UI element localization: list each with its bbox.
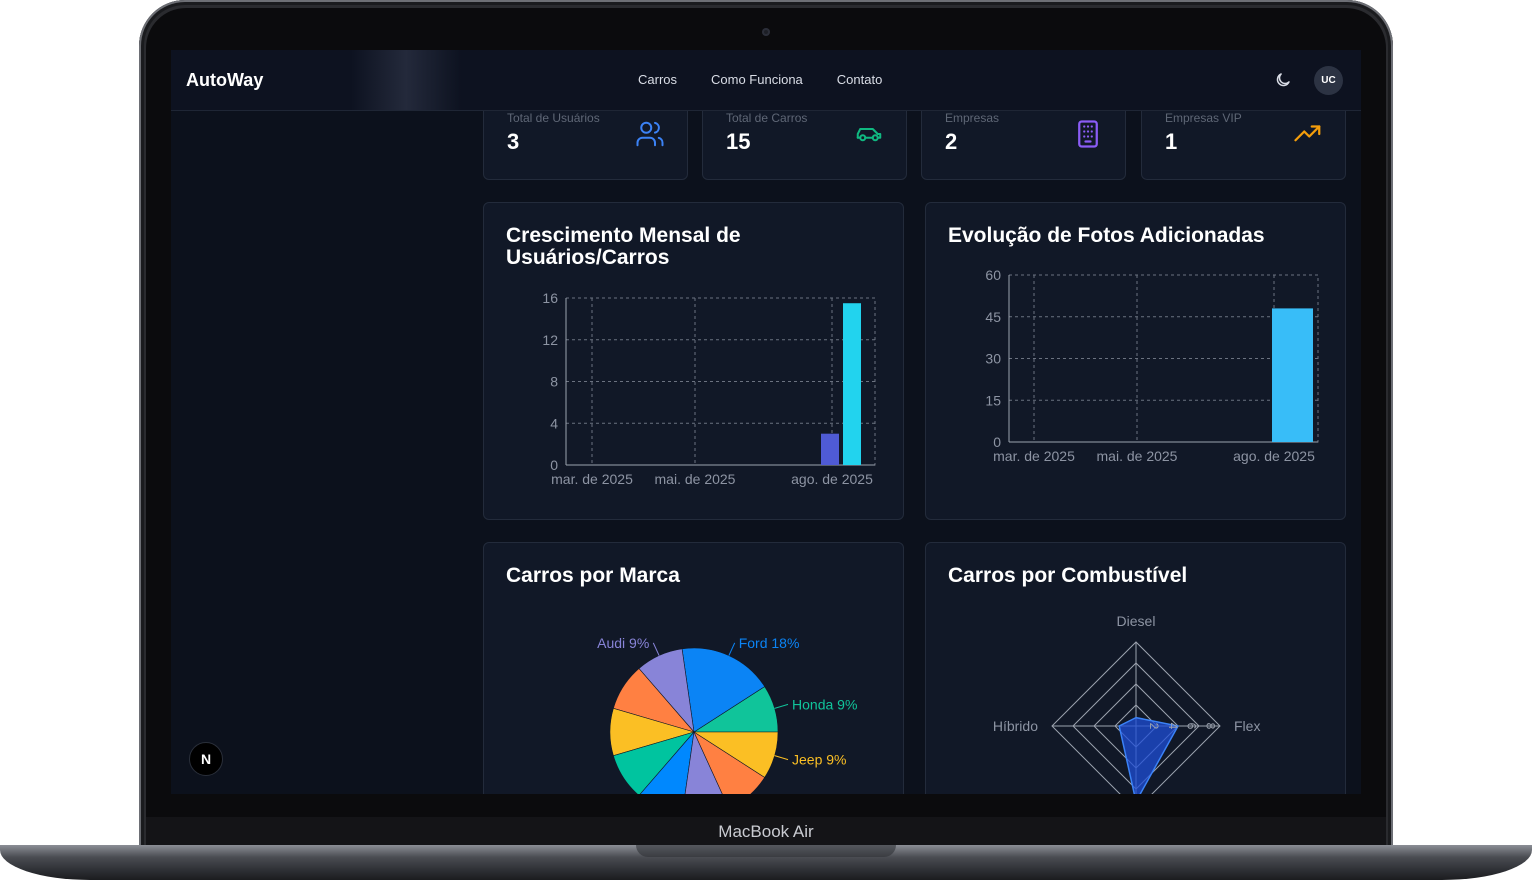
brands-pie-chart: Honda 9%Ford 18%Audi 9%Hyundai 9%Dodge 9… (597, 635, 857, 794)
stat-label: Total de Carros (726, 111, 808, 125)
users-icon (636, 121, 664, 147)
growth-bar-chart: 0 4 8 12 16 mar. de 2025 mai. de 2025 ago. de 2… (542, 290, 876, 487)
navbar-glow (351, 50, 461, 110)
device-label: MacBook Air (718, 822, 814, 841)
chart-x-tick-label: mar. de 2025 (551, 471, 633, 487)
photos-chart-card: Evolução de Fotos Adicionadas 0 15 30 45 60 m… (925, 202, 1346, 520)
growth-chart-card: Crescimento Mensal de Usuários/Carros 0 4… (483, 202, 904, 520)
moon-icon[interactable] (1274, 71, 1292, 89)
chart-title: Crescimento Mensal de Usuários/Carros (506, 224, 741, 269)
radar-axis-label: Híbrido (993, 718, 1038, 734)
nav-links: Carros Como Funciona Contato (638, 72, 916, 87)
nav-link-como-funciona[interactable]: Como Funciona (711, 72, 803, 87)
radar-radial-tick: 4 (1166, 723, 1180, 730)
radar-radial-tick: 2 (1147, 723, 1161, 730)
radar-radial-tick: 6 (1185, 723, 1199, 730)
chart-y-tick-label: 8 (550, 374, 558, 390)
nav-link-contato[interactable]: Contato (836, 72, 883, 87)
stat-value: 2 (945, 129, 958, 154)
stat-card-companies: Empresas 2 (921, 100, 1126, 180)
pie-slice (681, 647, 766, 733)
laptop-notch (636, 845, 896, 857)
nav-link-carros[interactable]: Carros (638, 72, 678, 87)
chart-bar (1272, 308, 1313, 442)
chart-x-tick-label: mar. de 2025 (993, 448, 1075, 464)
sidebar (171, 111, 471, 794)
brand-logo[interactable]: AutoWay (186, 70, 264, 90)
building-icon (1078, 120, 1098, 148)
pie-slice (692, 731, 779, 778)
radar-data-area (1118, 716, 1180, 794)
chart-x-tick-label: ago. de 2025 (1233, 448, 1315, 464)
chart-y-tick-label: 12 (542, 332, 558, 348)
chart-x-tick-label: ago. de 2025 (791, 471, 873, 487)
pie-label-line (774, 755, 789, 761)
fuel-radar-chart: Diesel Flex Híbrido 2 4 6 8 (993, 613, 1260, 794)
trending-up-icon (1294, 125, 1321, 142)
stat-value: 1 (1165, 129, 1178, 154)
chart-y-tick-label: 45 (985, 309, 1001, 325)
pie-slice (684, 730, 723, 794)
photos-bar-chart: 0 15 30 45 60 mar. de 2025 mai. de 2025 ago. de… (985, 267, 1319, 464)
stat-card-vip: Empresas VIP 1 (1141, 100, 1346, 180)
chart-y-tick-label: 0 (550, 457, 558, 473)
stat-label: Total de Usuários (507, 111, 600, 125)
pie-label-line (652, 642, 660, 656)
pie-slice (613, 731, 695, 794)
screen: AutoWay Carros Como Funciona Contato UC … (171, 50, 1361, 794)
car-icon (856, 128, 882, 142)
chart-y-tick-label: 16 (542, 290, 558, 306)
radar-grid-ring (1051, 641, 1221, 794)
radar-radial-tick: 8 (1204, 723, 1218, 730)
next-devtools-button[interactable]: N (189, 742, 223, 776)
stat-label: Empresas VIP (1165, 111, 1242, 125)
chart-y-tick-label: 15 (985, 392, 1001, 408)
chart-y-tick-label: 4 (550, 415, 558, 431)
fuel-chart-card: Carros por Combustível Diesel Flex Híbrido… (925, 542, 1346, 794)
chart-bar (821, 433, 839, 465)
chart-x-tick-label: mai. de 2025 (655, 471, 736, 487)
chart-y-tick-label: 30 (985, 351, 1001, 367)
stat-card-users: Total de Usuários 3 (483, 100, 688, 180)
chart-title: Carros por Combustível (948, 564, 1188, 587)
pie-slice-label: Honda 9% (792, 696, 857, 712)
pie-slice-label: Jeep 9% (792, 752, 846, 768)
pie-slice-label: Audi 9% (597, 635, 649, 651)
chart-title: Evolução de Fotos Adicionadas (948, 224, 1265, 247)
pie-label-line (774, 703, 789, 709)
stat-label: Empresas (945, 111, 1000, 125)
brands-chart-card: Carros por Marca Honda 9% Ford 18% Audi 9%… (483, 542, 904, 794)
chart-y-tick-label: 0 (993, 434, 1001, 450)
chart-bar (843, 303, 861, 465)
stat-card-cars: Total de Carros 15 (702, 100, 907, 180)
camera-icon (762, 28, 770, 36)
chart-x-tick-label: mai. de 2025 (1097, 448, 1178, 464)
laptop-chin: MacBook Air (146, 817, 1386, 847)
chart-y-tick-label: 60 (985, 267, 1001, 283)
radar-axis-label: Diesel (1117, 613, 1156, 629)
chart-plot-border (1008, 274, 1319, 443)
chart-title: Carros por Marca (506, 564, 680, 587)
pie-slice-label: Ford 18% (739, 635, 800, 651)
pie-label-line (728, 642, 736, 656)
pie-slice (639, 731, 695, 794)
stat-value: 3 (507, 129, 520, 154)
radar-axis-label: Flex (1234, 718, 1260, 734)
avatar[interactable]: UC (1314, 66, 1343, 95)
navbar: AutoWay Carros Como Funciona Contato UC (171, 50, 1361, 111)
stat-value: 15 (726, 129, 751, 154)
